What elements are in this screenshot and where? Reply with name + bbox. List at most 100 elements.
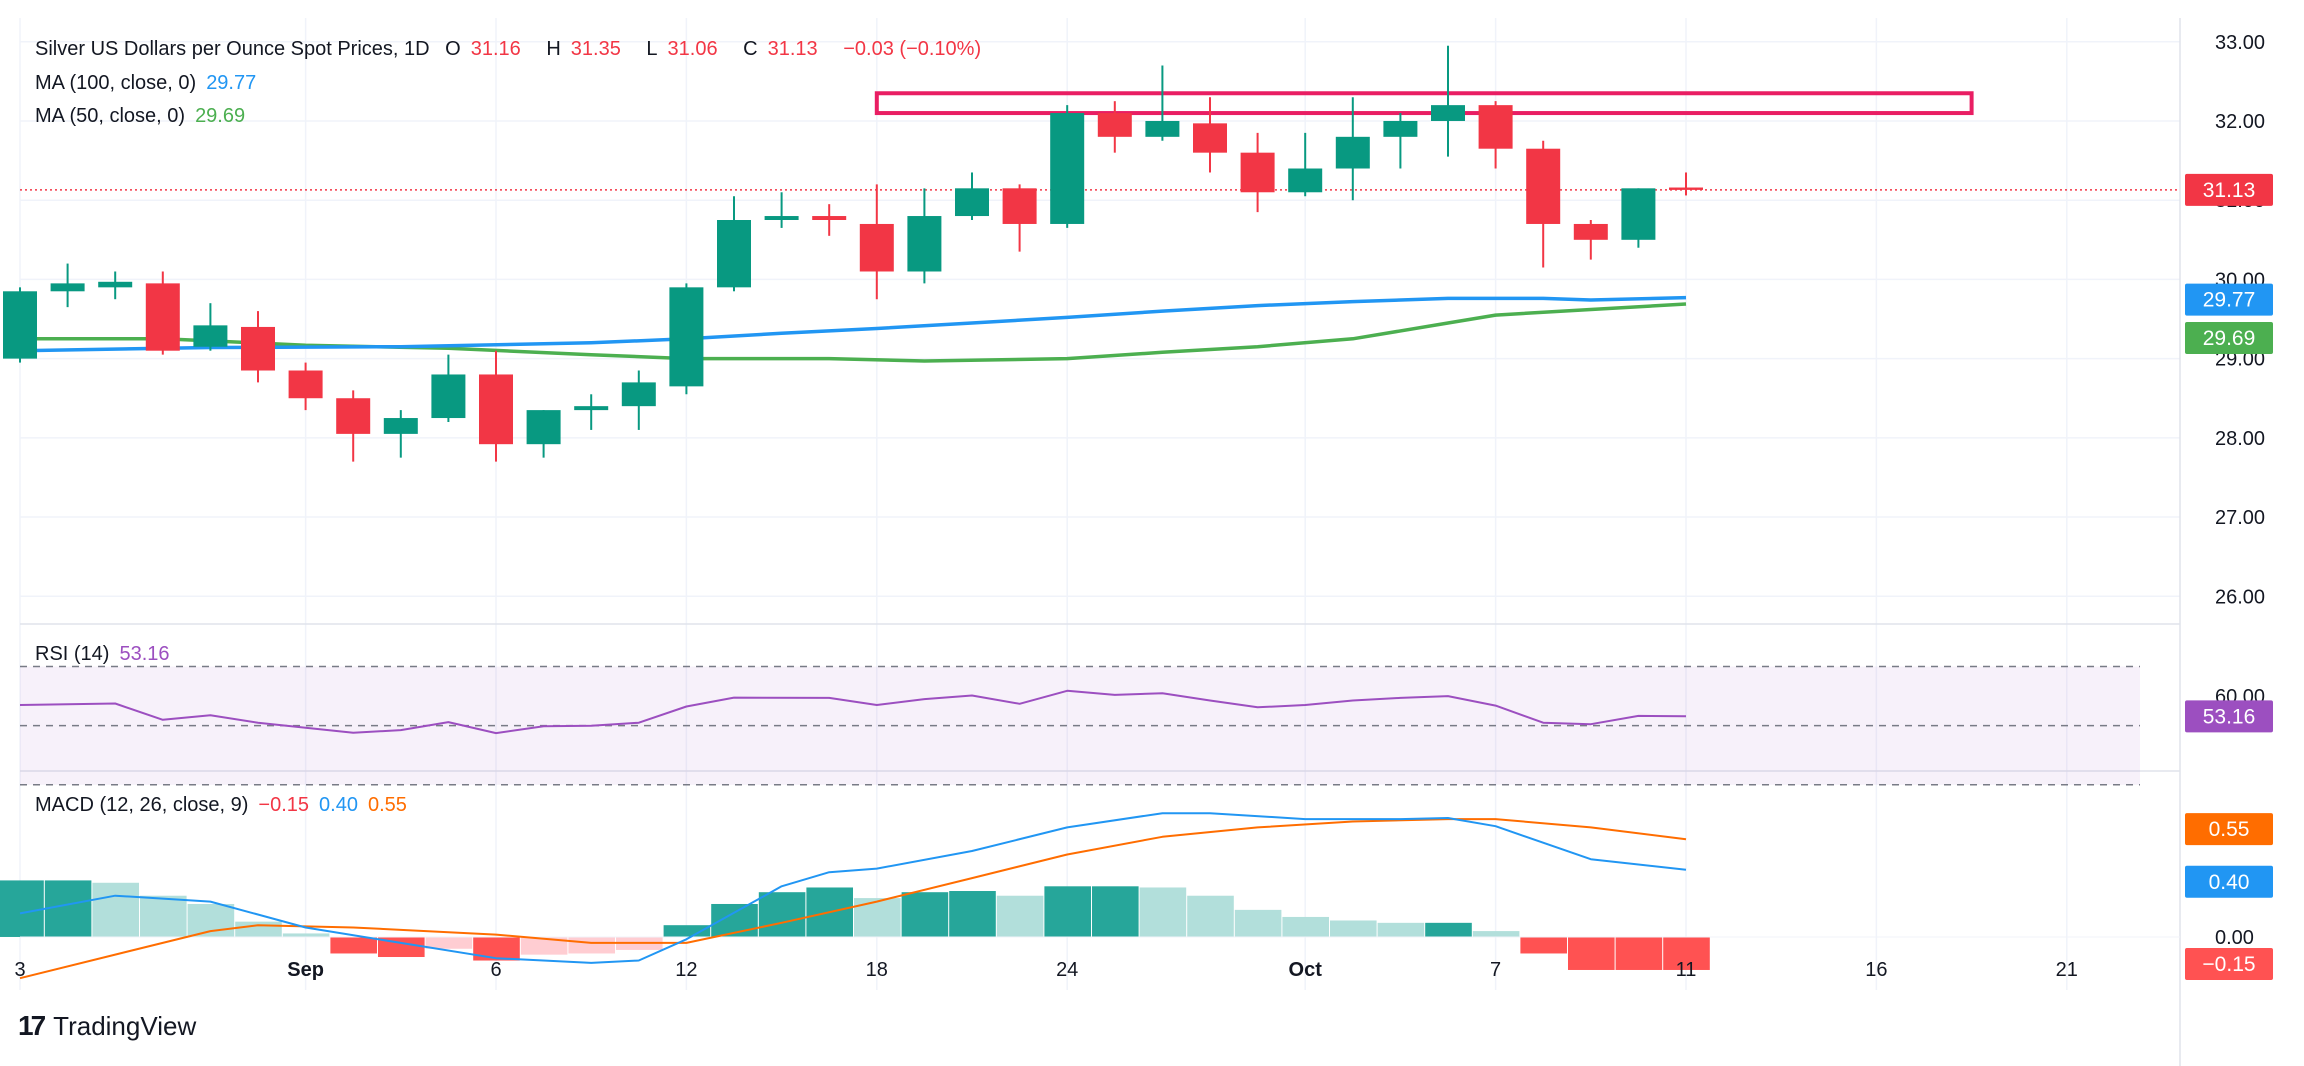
macd-histogram-bar <box>568 936 615 954</box>
macd-histogram-bar <box>0 880 44 937</box>
ma100-tag: 29.77 <box>2203 289 2256 312</box>
candle-body <box>1573 223 1608 240</box>
candle-body <box>1526 148 1561 224</box>
macd-histogram-bar <box>1330 920 1377 937</box>
candle-body <box>1002 188 1037 224</box>
price-axis-label: 26.00 <box>2215 586 2265 608</box>
macd-hist-tag-bg <box>2185 947 2273 980</box>
price-axis-label: 32.00 <box>2215 111 2265 133</box>
candle-body <box>1335 136 1370 169</box>
time-axis-label: Oct <box>1289 959 1323 981</box>
low-value: 31.06 <box>667 38 718 60</box>
time-axis-label: 16 <box>1865 959 1887 981</box>
time-axis-label: 6 <box>490 959 501 981</box>
time-axis-label: 7 <box>1490 959 1501 981</box>
macd-line-tag: 0.40 <box>2209 871 2250 894</box>
last-price-tag-bg <box>2185 173 2273 206</box>
candle-body <box>1621 188 1656 240</box>
macd-histogram-bar <box>235 921 282 937</box>
candle-body <box>621 382 656 407</box>
tradingview-logo-icon: 17 <box>18 1010 46 1041</box>
candle-body <box>669 287 704 387</box>
ma100-legend: MA (100, close, 0) 29.77 <box>35 72 257 94</box>
ma100-legend-value: 29.77 <box>206 72 257 94</box>
candle-body <box>1240 152 1275 193</box>
macd-signal-tag-bg <box>2185 813 2273 846</box>
macd-histogram-bar <box>425 936 473 949</box>
price-axis-label: 27.00 <box>2215 507 2265 529</box>
candle-body <box>1478 105 1513 149</box>
candle-body <box>1145 120 1180 137</box>
macd-histogram-bar <box>92 882 139 937</box>
time-axis-label: 21 <box>2056 959 2078 981</box>
macd-histogram-bar <box>1092 886 1139 937</box>
candle-body <box>479 374 513 445</box>
chart-title: Silver US Dollars per Ounce Spot Prices,… <box>35 38 430 60</box>
candle-body <box>717 220 751 288</box>
candle-body <box>764 216 799 220</box>
macd-line <box>19 812 1687 964</box>
price-axis-label: 28.00 <box>2215 428 2265 450</box>
candle-body <box>50 283 85 292</box>
macd-legend: MACD (12, 26, close, 9) −0.15 0.40 0.55 <box>35 794 407 816</box>
macd-histogram-bar <box>1520 936 1567 954</box>
ma100-tag-bg <box>2185 283 2273 316</box>
ma50-legend-value: 29.69 <box>195 105 246 127</box>
macd-histogram-bar <box>140 895 187 937</box>
macd-signal-tag: 0.55 <box>2209 818 2250 841</box>
macd-line-legend: 0.40 <box>319 794 358 816</box>
candle-body <box>1288 168 1323 193</box>
macd-histogram-bar <box>996 895 1044 937</box>
ma50-tag: 29.69 <box>2203 327 2256 350</box>
macd-histogram-bar <box>1234 909 1282 937</box>
open-value: 31.16 <box>470 38 521 60</box>
ma50-tag-bg <box>2185 321 2273 354</box>
candle-body <box>336 398 371 434</box>
macd-histogram-bar <box>1282 916 1329 937</box>
candle-body <box>288 370 323 399</box>
tradingview-logo[interactable]: 17 TradingView <box>18 1010 196 1042</box>
macd-histogram-bar <box>1187 895 1234 937</box>
price-legend: Silver US Dollars per Ounce Spot Prices,… <box>35 38 982 60</box>
time-axis-label: Sep <box>287 959 324 981</box>
rsi-tag-bg <box>2185 700 2273 733</box>
price-axis-label: 33.00 <box>2215 32 2265 54</box>
macd-axis-label: 0.00 <box>2215 927 2254 949</box>
resistance-zone <box>874 91 1974 116</box>
time-axis-label: 18 <box>866 959 888 981</box>
macd-histogram-bar <box>330 936 377 954</box>
macd-histogram-bar <box>1568 936 1615 970</box>
rsi-legend-value: 53.16 <box>119 643 170 665</box>
macd-histogram-bar <box>854 898 901 937</box>
candle-body <box>383 418 418 434</box>
ma100-line <box>19 295 1687 353</box>
macd-histogram-bar <box>1139 887 1187 937</box>
macd-histogram-bar <box>473 936 520 961</box>
macd-hist-tag: −0.15 <box>2202 953 2255 976</box>
macd-histogram-bar <box>1377 922 1425 937</box>
time-axis-label: 12 <box>675 959 697 981</box>
macd-histogram-bar <box>1472 931 1520 937</box>
tradingview-brand: TradingView <box>53 1010 197 1041</box>
candle-body <box>1193 123 1227 153</box>
macd-histogram-bar <box>1663 936 1710 970</box>
macd-histogram-bar <box>901 892 949 937</box>
macd-histogram-bar <box>520 936 568 955</box>
macd-histogram-bar <box>949 891 996 937</box>
last-price-tag: 31.13 <box>2203 179 2256 202</box>
macd-hist-legend: −0.15 <box>258 794 310 816</box>
close-value: 31.13 <box>767 38 818 60</box>
candle-body <box>3 291 37 359</box>
candle-body <box>145 283 180 351</box>
change-value: −0.03 (−0.10%) <box>843 38 982 60</box>
macd-histogram-bar <box>1044 886 1091 937</box>
macd-histogram-bar <box>663 925 711 937</box>
candle-body <box>1669 187 1703 190</box>
rsi-tag: 53.16 <box>2203 705 2256 728</box>
high-value: 31.35 <box>570 38 621 60</box>
candle-body <box>907 216 942 272</box>
candle-body <box>1383 120 1418 137</box>
candle-body <box>431 374 466 419</box>
candle-body <box>526 410 561 445</box>
